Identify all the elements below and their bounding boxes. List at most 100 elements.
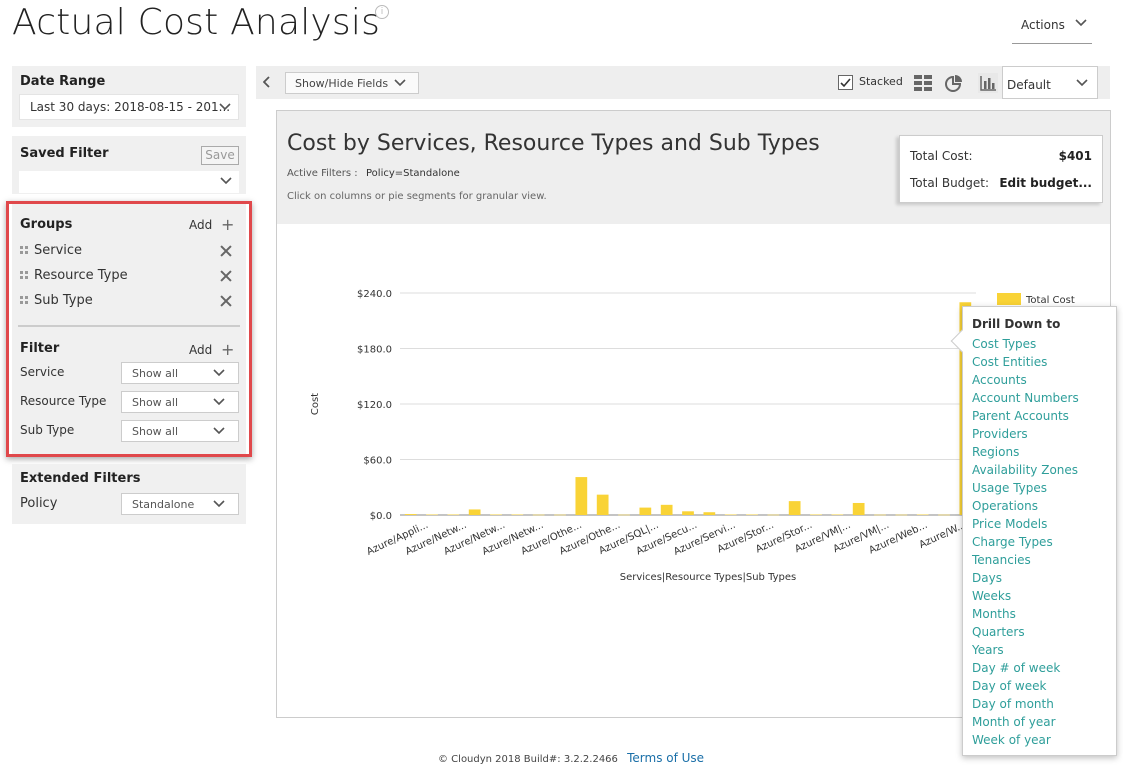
chart-bar[interactable]	[532, 514, 545, 516]
chart-title: Cost by Services, Resource Types and Sub…	[287, 131, 820, 156]
page-title: Actual Cost Analysis	[12, 2, 381, 43]
chart-bar[interactable]	[575, 477, 588, 515]
drill-down-item[interactable]: Cost Types	[972, 337, 1037, 351]
chart-bar[interactable]	[490, 514, 502, 516]
chevron-down-icon	[393, 78, 407, 88]
view-select[interactable]: Default	[1002, 66, 1098, 99]
chart-bar[interactable]	[938, 514, 950, 516]
info-icon[interactable]: i	[375, 5, 389, 19]
show-hide-fields-dropdown[interactable]: Show/Hide Fields	[285, 72, 419, 94]
extended-filter-value: Standalone	[132, 498, 195, 511]
drill-down-item[interactable]: Cost Entities	[972, 355, 1048, 369]
filter-select-sub-type[interactable]: Show all	[121, 420, 239, 442]
drag-handle-icon[interactable]	[20, 296, 28, 304]
date-range-select[interactable]: Last 30 days: 2018-08-15 - 201...	[19, 94, 239, 120]
drill-down-item[interactable]: Price Models	[972, 517, 1048, 531]
totals-box: Total Cost: $401 Total Budget: Edit budg…	[899, 135, 1103, 203]
drill-down-item[interactable]: Week of year	[972, 733, 1051, 747]
chart-bar[interactable]	[767, 514, 780, 516]
chart-bar[interactable]	[916, 514, 929, 516]
drill-down-item[interactable]: Weeks	[972, 589, 1012, 603]
drill-down-item[interactable]: Parent Accounts	[972, 409, 1069, 423]
drill-down-list: Cost Types Cost Entities Accounts Account N…	[972, 335, 1079, 749]
chart-bar[interactable]	[874, 514, 886, 516]
actions-dropdown[interactable]: Actions	[1012, 12, 1092, 44]
chevron-down-icon	[1075, 78, 1089, 88]
date-range-panel: Date Range Last 30 days: 2018-08-15 - 20…	[12, 66, 246, 127]
terms-of-use-link[interactable]: Terms of Use	[627, 751, 705, 765]
actions-label: Actions	[1021, 18, 1065, 32]
drill-down-item[interactable]: Charge Types	[972, 535, 1053, 549]
chart-bar[interactable]	[596, 494, 609, 515]
chevron-down-icon	[212, 499, 226, 509]
drill-down-item[interactable]: Day of week	[972, 679, 1047, 693]
drill-down-item[interactable]: Availability Zones	[972, 463, 1079, 477]
add-filter-plus-icon[interactable]: +	[221, 340, 235, 359]
add-group-link[interactable]: Add	[189, 218, 213, 232]
chart-bar[interactable]	[682, 511, 694, 515]
chart-bar[interactable]	[831, 514, 844, 516]
drill-down-popup: Drill Down to Cost Types Cost Entities Acc…	[950, 306, 1117, 756]
extended-filters-panel: Extended Filters Policy Standalone	[12, 464, 246, 524]
collapse-panel-chevron-left-icon[interactable]	[262, 76, 271, 91]
drill-down-item[interactable]: Usage Types	[972, 481, 1048, 495]
chart-bar[interactable]	[724, 514, 737, 516]
edit-budget-link[interactable]: Edit budget...	[999, 176, 1092, 190]
chart-bar[interactable]	[511, 514, 524, 516]
chart-bar[interactable]	[810, 514, 822, 516]
drill-down-item[interactable]: Month of year	[972, 715, 1056, 729]
chart-bar[interactable]	[404, 514, 417, 515]
drill-down-item[interactable]: Account Numbers	[972, 391, 1079, 405]
group-item-label: Resource Type	[34, 268, 128, 283]
show-hide-fields-label: Show/Hide Fields	[295, 77, 389, 90]
save-filter-button[interactable]: Save	[201, 146, 239, 165]
chart-bar[interactable]	[618, 514, 630, 516]
drill-down-item[interactable]: Day # of week	[972, 661, 1061, 675]
drill-down-item[interactable]: Day of month	[972, 697, 1054, 711]
filter-select-value: Show all	[132, 425, 179, 438]
add-group-plus-icon[interactable]: +	[221, 215, 235, 234]
filter-select-resource-type[interactable]: Show all	[121, 391, 239, 413]
divider	[18, 325, 240, 327]
total-cost-label: Total Cost:	[910, 149, 973, 163]
drill-down-title: Drill Down to	[972, 317, 1061, 331]
add-filter-link[interactable]: Add	[189, 343, 213, 357]
chart-bar[interactable]	[468, 509, 481, 515]
chart-bar[interactable]	[895, 514, 908, 516]
drill-down-item[interactable]: Days	[972, 571, 1002, 585]
filter-label-resource-type: Resource Type	[20, 394, 107, 408]
drill-down-item[interactable]: Years	[972, 643, 1004, 657]
chart-bar[interactable]	[660, 504, 673, 515]
extended-filter-select-policy[interactable]: Standalone	[121, 493, 239, 515]
chart-bar[interactable]	[447, 514, 460, 516]
chart-bar[interactable]	[746, 514, 758, 516]
view-select-value: Default	[1007, 78, 1051, 92]
bar-chart-icon[interactable]	[978, 73, 998, 96]
grid-view-icon[interactable]	[914, 75, 932, 94]
chevron-down-icon	[212, 426, 226, 436]
pie-chart-icon[interactable]	[945, 75, 963, 96]
groups-filter-panel: Groups Add + Service Resource Type Sub T…	[12, 202, 246, 454]
saved-filter-select[interactable]	[19, 171, 239, 193]
chart-bar[interactable]	[703, 512, 716, 515]
chart-bar[interactable]	[852, 502, 865, 515]
x-axis-label: Services|Resource Types|Sub Types	[620, 572, 797, 583]
drill-down-item[interactable]: Providers	[972, 427, 1028, 441]
drill-down-item[interactable]: Operations	[972, 499, 1038, 513]
chart-bar[interactable]	[788, 501, 801, 515]
drill-down-item[interactable]: Regions	[972, 445, 1020, 459]
filter-select-service[interactable]: Show all	[121, 362, 239, 384]
drill-down-item[interactable]: Tenancies	[972, 553, 1031, 567]
chart-bar[interactable]	[639, 507, 652, 515]
drill-down-item[interactable]: Quarters	[972, 625, 1025, 639]
drag-handle-icon[interactable]	[20, 246, 28, 254]
drag-handle-icon[interactable]	[20, 271, 28, 279]
chart-bar[interactable]	[426, 514, 438, 516]
chart-bar[interactable]	[554, 514, 566, 516]
stacked-label: Stacked	[859, 75, 903, 88]
drill-down-item[interactable]: Months	[972, 607, 1016, 621]
chart-hint: Click on columns or pie segments for gra…	[287, 191, 547, 202]
filter-select-value: Show all	[132, 396, 179, 409]
drill-down-item[interactable]: Accounts	[972, 373, 1027, 387]
stacked-checkbox[interactable]	[838, 75, 853, 90]
